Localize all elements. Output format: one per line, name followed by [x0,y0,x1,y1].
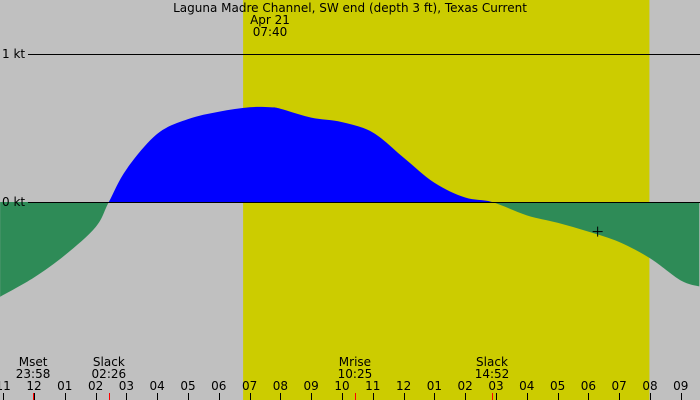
event-time: 23:58 [15,367,51,381]
x-tick-label: 01 [426,379,443,393]
flood-current-area [0,106,700,202]
x-tick-label: 09 [303,379,319,393]
x-tick-label: 12 [395,379,412,393]
ebb-current-area [0,202,700,297]
event-name: Slack [92,355,125,369]
event-time: 02:26 [91,367,127,381]
x-tick-label: 01 [57,379,73,393]
chart-title: Laguna Madre Channel, SW end (depth 3 ft… [173,1,527,15]
x-tick-label: 03 [118,379,135,393]
x-tick-label: 02 [87,379,104,393]
x-tick-label: 07 [241,379,258,393]
x-tick-label: 05 [549,379,566,393]
x-tick-label: 12 [26,379,42,393]
x-tick-label: 11 [365,379,381,393]
time-label: 07:40 [252,25,288,39]
x-tick-label: 04 [519,379,535,393]
x-tick-label: 11 [0,379,11,393]
x-tick-label: 03 [488,379,504,393]
x-tick-label: 08 [272,379,289,393]
event-name: Slack [476,355,508,369]
x-tick-label: 08 [642,379,658,393]
x-tick-label: 05 [180,379,196,393]
date-label: Apr 21 [250,13,290,27]
x-tick-label: 06 [580,379,597,393]
event-time: 14:52 [474,367,510,381]
x-tick-label: 07 [611,379,627,393]
event-name: Mrise [338,355,372,369]
x-tick-label: 06 [211,379,227,393]
x-tick-label: 02 [457,379,473,393]
x-tick-label: 04 [149,379,165,393]
x-tick-label: 09 [673,379,689,393]
y-tick-1kt: 1 kt [2,47,26,61]
x-tick-label: 10 [334,379,350,393]
y-tick-0kt: 0 kt [2,195,26,209]
event-name: Mset [18,355,48,369]
event-time: 10:25 [337,367,373,381]
